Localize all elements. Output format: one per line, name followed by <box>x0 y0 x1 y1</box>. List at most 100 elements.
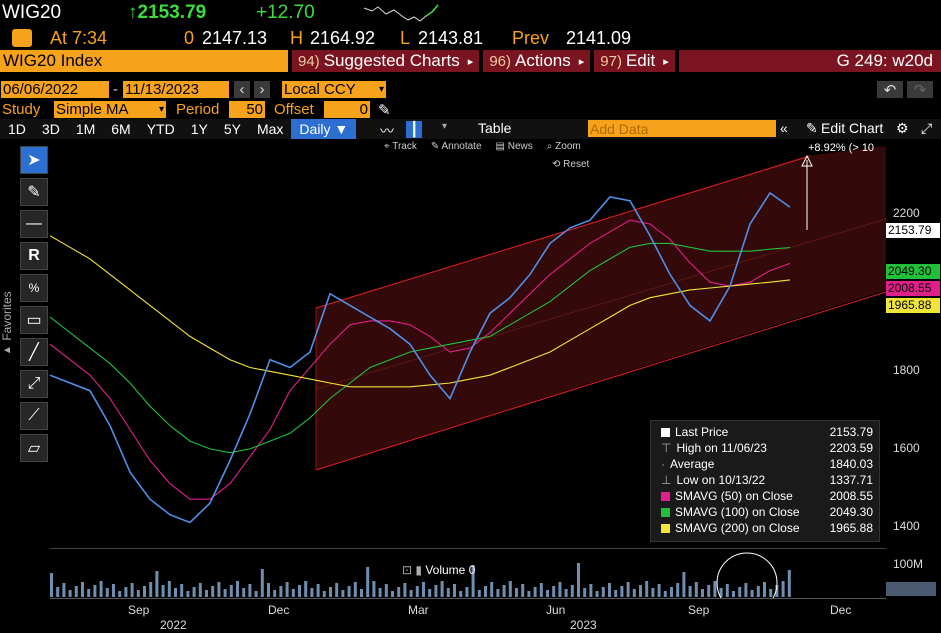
channel-lower-line <box>315 291 886 471</box>
date-separator: - <box>113 81 118 98</box>
legend-row[interactable]: Last Price 2153.79 <box>661 425 873 440</box>
volume-bar <box>223 589 227 597</box>
open-label: 0 <box>184 27 195 48</box>
period-tabs: 1D 3D 1M 6M YTD 1Y 5Y Max Daily ▼ 〰 ┃ ▾ … <box>0 119 941 139</box>
track-button[interactable]: ⌖ Track <box>384 141 417 152</box>
news-button[interactable]: ▤ News <box>495 141 533 152</box>
offset-input[interactable]: 0 <box>324 101 370 118</box>
prev-arrow-icon[interactable]: ‹ <box>234 81 250 98</box>
edit-menu[interactable]: 97) Edit ▸ <box>594 50 675 72</box>
study-select[interactable]: Simple MA ▾ <box>54 101 166 118</box>
series-line-price <box>50 191 791 524</box>
retracement-icon[interactable]: R <box>20 242 48 270</box>
volume-bar <box>490 582 494 597</box>
annotate-label: Annotate <box>441 141 482 152</box>
volume-bar <box>279 586 283 597</box>
volume-bar <box>614 590 618 597</box>
pointer-icon[interactable]: ➤ <box>20 146 48 174</box>
edit-chart-button[interactable]: Edit Chart <box>821 120 884 136</box>
start-date-input[interactable]: 06/06/2022 <box>1 81 109 98</box>
settings-icon[interactable]: ⚙ <box>896 120 909 136</box>
ray-icon[interactable]: ⤢ <box>20 370 48 398</box>
tab-3d[interactable]: 3D <box>41 121 60 137</box>
security-title[interactable]: WIG20 Index <box>0 50 288 72</box>
menu-bar: WIG20 Index 94) Suggested Charts ▸ 96) A… <box>0 50 941 72</box>
volume-bar <box>68 590 72 597</box>
expand-icon[interactable]: ⤢ <box>921 120 933 136</box>
legend-label: SMAVG (100) on Close <box>675 505 800 519</box>
channel-upper-line <box>315 155 811 309</box>
candle-icon[interactable]: ┃ <box>406 121 423 138</box>
chevron-down-icon[interactable]: ▾ <box>442 121 448 132</box>
volume-bar <box>186 591 190 597</box>
tab-6m[interactable]: 6M <box>111 121 131 137</box>
study-label: Study <box>2 101 41 118</box>
legend-row[interactable]: · Average 1840.03 <box>661 457 873 472</box>
volume-bar <box>496 589 500 597</box>
volume-pane[interactable]: ⊡ ▮ Volume 0 <box>50 548 886 614</box>
period-input[interactable]: 50 <box>229 101 265 118</box>
tab-1m[interactable]: 1M <box>75 121 96 137</box>
tab-max[interactable]: Max <box>256 121 284 137</box>
volume-bar <box>632 589 636 597</box>
high-label: H <box>290 27 303 48</box>
y-tick: 1600 <box>893 441 920 455</box>
horizontal-line-icon[interactable]: — <box>20 210 48 238</box>
tab-5y[interactable]: 5Y <box>223 121 241 137</box>
x-tick: Jun <box>546 603 566 617</box>
volume-bar <box>428 589 432 597</box>
tab-1y[interactable]: 1Y <box>190 121 208 137</box>
zoom-button[interactable]: ⌕ Zoom <box>546 141 581 152</box>
volume-bar <box>341 590 345 597</box>
frequency-select[interactable]: Daily ▼ <box>291 119 357 139</box>
end-date-input[interactable]: 11/13/2023 <box>123 81 229 98</box>
table-button[interactable]: Table <box>478 120 512 136</box>
reset-button[interactable]: ⟲ Reset <box>552 159 590 170</box>
price-chart[interactable] <box>50 140 886 548</box>
next-arrow-icon[interactable]: › <box>254 81 270 98</box>
legend-value: 1337.71 <box>829 473 873 487</box>
volume-bar <box>174 588 177 597</box>
annotate-button[interactable]: ✎ Annotate <box>430 141 482 152</box>
volume-bar <box>211 586 215 597</box>
volume-bar <box>719 588 723 597</box>
tab-1d[interactable]: 1D <box>8 121 26 137</box>
legend-label: SMAVG (50) on Close <box>675 489 793 503</box>
volume-bar <box>347 586 351 597</box>
legend-row[interactable]: SMAVG (200) on Close 1965.88 <box>661 521 873 536</box>
legend-row[interactable]: SMAVG (50) on Close 2008.55 <box>661 489 873 504</box>
clock-icon <box>12 29 32 47</box>
currency-select[interactable]: Local CCY ▾ <box>282 81 386 98</box>
pen-icon[interactable]: ✎ <box>20 178 48 206</box>
volume-bar <box>378 588 382 597</box>
x-tick: Dec <box>830 603 852 617</box>
volume-bar <box>713 581 717 597</box>
pencil-icon[interactable]: ✎ <box>378 101 391 119</box>
percent-icon[interactable]: % <box>20 274 48 302</box>
menu-number: 97) <box>600 52 622 70</box>
rectangle-icon[interactable]: ▭ <box>20 306 48 334</box>
legend-row[interactable]: SMAVG (100) on Close 2049.30 <box>661 505 873 520</box>
suggested-charts-menu[interactable]: 94) Suggested Charts ▸ <box>292 50 480 72</box>
volume-bar <box>155 571 159 597</box>
add-data-input[interactable]: Add Data <box>588 120 776 137</box>
tab-ytd[interactable]: YTD <box>146 121 175 137</box>
period-label: Period <box>176 101 220 118</box>
channel-icon[interactable]: ▱ <box>20 434 48 462</box>
chevron-down-icon: ▾ <box>158 104 164 115</box>
collapse-icon[interactable]: « <box>780 120 788 136</box>
favorites-tab[interactable]: ▸ Favorites <box>0 291 14 359</box>
redo-icon[interactable]: ↷ <box>907 81 933 99</box>
line-chart-icon[interactable]: 〰 <box>380 123 394 139</box>
segment-icon[interactable]: ⟋ <box>20 402 48 430</box>
undo-icon[interactable]: ↶ <box>877 81 903 99</box>
ticker-label: WIG20 <box>2 2 62 23</box>
legend-row[interactable]: ⊥ Low on 10/13/22 1337.71 <box>661 473 873 488</box>
volume-bar <box>353 582 357 597</box>
actions-menu[interactable]: 96) Actions ▸ <box>483 50 591 72</box>
legend-row[interactable]: ⊤ High on 11/06/23 2203.59 <box>661 441 873 456</box>
volume-bar <box>217 582 221 597</box>
open-value: 2147.13 <box>202 27 268 48</box>
track-label: Track <box>392 141 417 152</box>
trend-line-icon[interactable]: ╱ <box>20 338 48 366</box>
